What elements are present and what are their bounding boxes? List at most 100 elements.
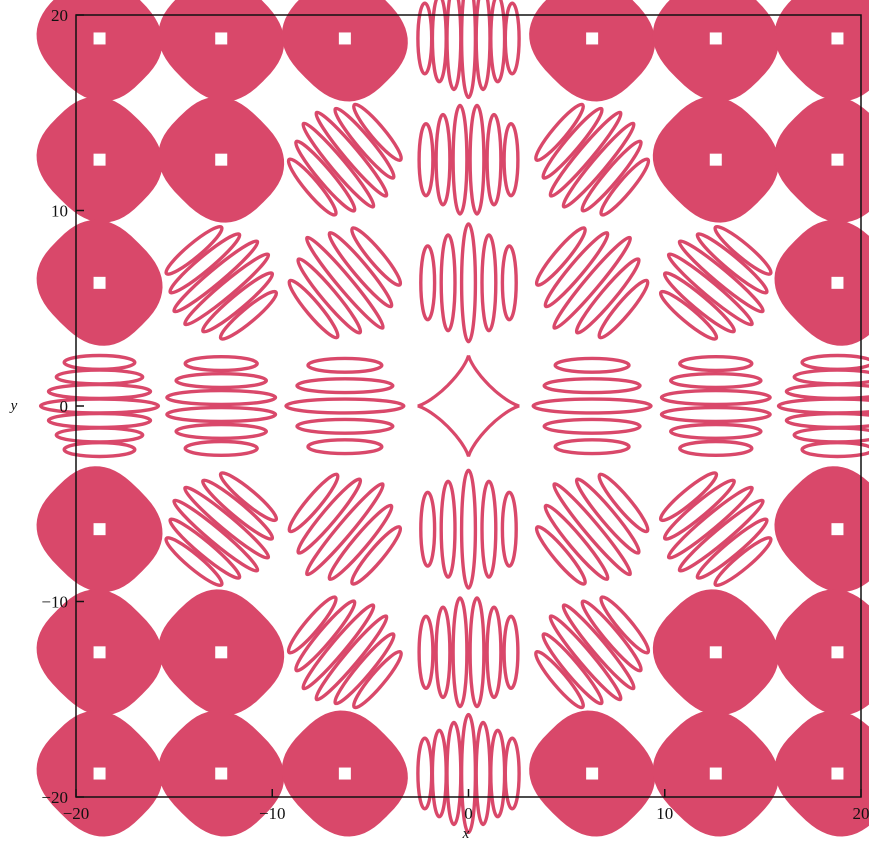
curve-hole xyxy=(215,32,227,44)
curve-loop xyxy=(166,514,244,583)
curve-loop xyxy=(482,481,496,577)
curve-loop xyxy=(216,287,280,344)
curve-path xyxy=(757,203,869,364)
curve-loop xyxy=(476,723,490,825)
curve-loop xyxy=(324,501,396,583)
curve-loop xyxy=(349,100,406,164)
curve-loop xyxy=(185,442,257,456)
curve-hole xyxy=(339,32,351,44)
curve-loop xyxy=(538,104,607,182)
curve-loop xyxy=(540,229,612,311)
curve-loop xyxy=(308,358,382,372)
y-tick-label: −20 xyxy=(41,788,68,807)
curve-loop xyxy=(284,593,341,657)
curve-loop xyxy=(56,370,142,384)
curve-loop xyxy=(462,224,476,342)
curve-islands xyxy=(19,0,869,844)
curve-island xyxy=(421,224,516,342)
curve-loop xyxy=(302,480,388,579)
curve-loop xyxy=(308,440,382,454)
curve-loop xyxy=(794,370,869,384)
curve-loop xyxy=(176,425,266,439)
curve-loop xyxy=(297,419,393,433)
curve-hole xyxy=(94,646,106,658)
curve-hole xyxy=(94,768,106,780)
curve-loop xyxy=(419,616,433,688)
curve-island xyxy=(533,358,651,453)
curve-loop xyxy=(662,408,771,422)
y-tick-label: 20 xyxy=(51,6,68,25)
curve-hole xyxy=(831,32,843,44)
curve-loop xyxy=(432,0,446,82)
curve-loop xyxy=(436,607,450,697)
curve-loop xyxy=(794,428,869,442)
curve-loop xyxy=(421,492,435,566)
curve-loop xyxy=(671,425,761,439)
curve-island xyxy=(635,79,796,240)
y-axis-label: y xyxy=(9,398,18,414)
curve-loop xyxy=(199,268,277,337)
curve-loop xyxy=(487,115,501,205)
curve-island xyxy=(512,693,673,844)
curve-loop xyxy=(544,379,640,393)
curve-loop xyxy=(199,475,277,544)
curve-loop xyxy=(41,399,159,413)
curve-loop xyxy=(418,738,432,809)
curve-loop xyxy=(555,440,629,454)
curve-island xyxy=(419,105,518,214)
curve-hole xyxy=(710,154,722,166)
curve-loop xyxy=(324,229,396,311)
curve-island xyxy=(284,593,406,712)
curve-island xyxy=(662,357,771,456)
curve-loop xyxy=(419,124,433,196)
curve-hole xyxy=(215,768,227,780)
curve-island xyxy=(421,470,516,588)
curve-loop xyxy=(657,287,721,344)
curve-loop xyxy=(596,593,653,657)
curve-island xyxy=(779,356,869,457)
curve-island xyxy=(162,468,280,590)
curve-loop xyxy=(56,428,142,442)
curve-island xyxy=(757,203,869,364)
curve-loop xyxy=(680,442,752,456)
curve-island xyxy=(284,100,406,219)
curve-island xyxy=(265,0,426,119)
curve-loop xyxy=(693,229,771,298)
curve-loop xyxy=(470,105,484,214)
curve-hole xyxy=(710,768,722,780)
curve-loop xyxy=(482,235,496,331)
curve-island xyxy=(757,449,869,610)
curve-loop xyxy=(291,597,360,675)
curve-island xyxy=(418,355,520,457)
curve-loop xyxy=(549,233,635,332)
curve-loop xyxy=(330,630,399,708)
x-tick-label: −10 xyxy=(259,804,286,823)
curve-loop xyxy=(284,155,341,219)
curve-loop xyxy=(291,137,360,215)
curve-loop xyxy=(802,356,869,370)
curve-loop xyxy=(505,738,519,809)
curve-loop xyxy=(538,630,607,708)
curve-loop xyxy=(786,414,869,428)
curve-island xyxy=(531,593,653,712)
curve-island xyxy=(635,572,796,733)
curve-loop xyxy=(453,598,467,707)
curve-island xyxy=(286,358,404,453)
curve-loop xyxy=(432,730,446,816)
curve-loop xyxy=(470,598,484,707)
curve-loop xyxy=(330,104,399,182)
curve-hole xyxy=(586,32,598,44)
curve-loop xyxy=(540,501,612,583)
curve-island xyxy=(419,598,518,707)
curve-loop xyxy=(286,399,404,413)
curve-island xyxy=(19,79,180,240)
curve-loop xyxy=(662,391,771,405)
curve-hole xyxy=(94,32,106,44)
curve-loop xyxy=(453,105,467,214)
curve-loop xyxy=(447,723,461,825)
curve-loop xyxy=(418,3,432,74)
curve-island xyxy=(141,79,302,240)
curve-loop xyxy=(421,246,435,320)
curve-loop xyxy=(779,399,869,413)
